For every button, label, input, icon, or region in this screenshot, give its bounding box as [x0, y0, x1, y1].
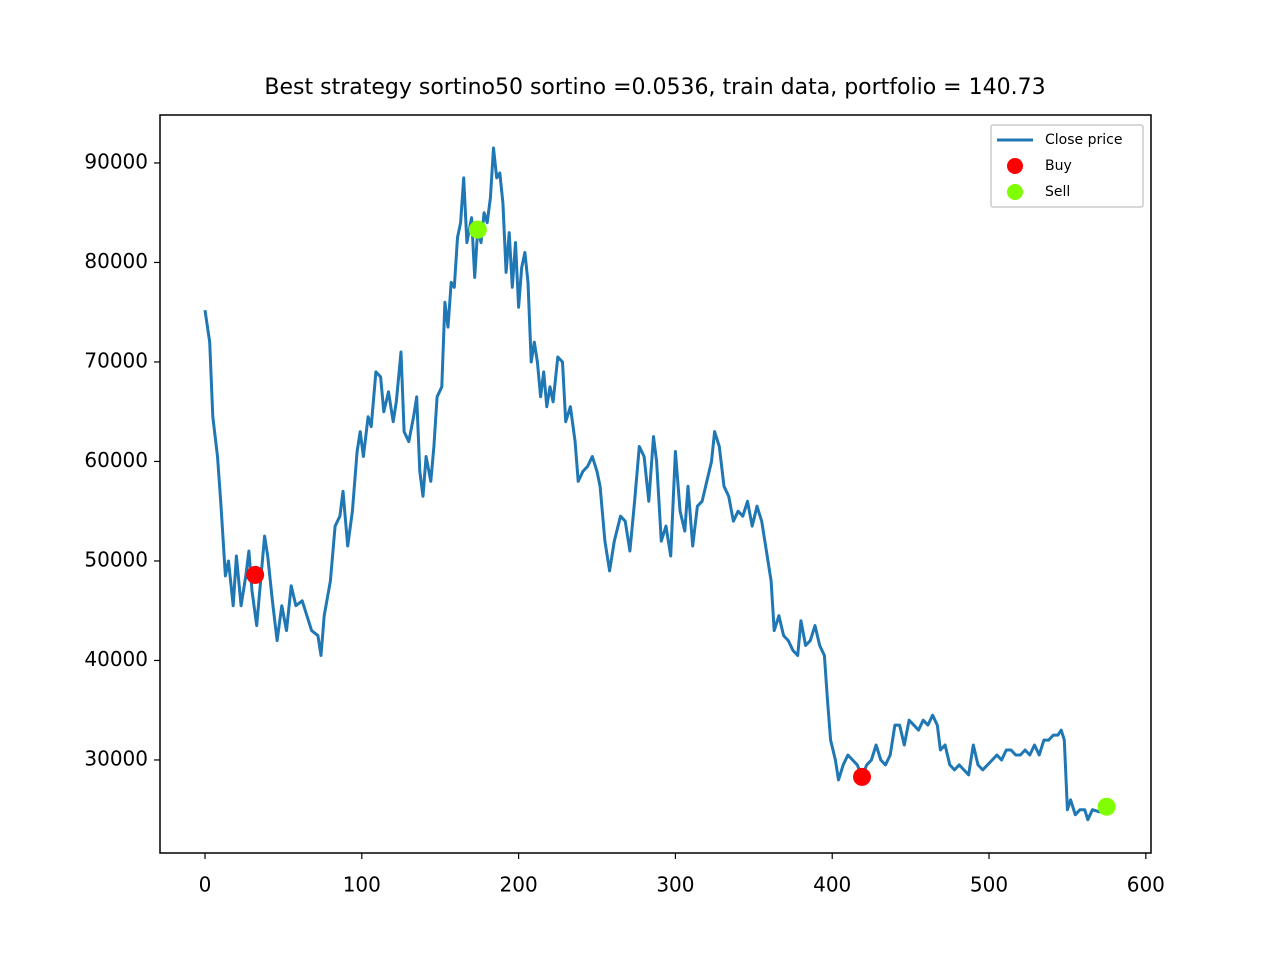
price-line: [203, 146, 1104, 822]
marker: [468, 220, 487, 239]
legend-handle: [1007, 184, 1023, 200]
legend-box: [990, 124, 1144, 208]
marker: [1097, 797, 1116, 816]
y-tick-label: 30000: [84, 746, 148, 770]
x-tick-label: 100: [343, 873, 381, 897]
x-tick-label: 200: [500, 873, 538, 897]
y-tick-label: 50000: [84, 547, 148, 571]
x-tick-label: 0: [199, 873, 212, 897]
x-tick-label: 500: [970, 873, 1008, 897]
legend-handle: [1007, 158, 1023, 174]
x-tick-label: 400: [813, 873, 851, 897]
marker: [246, 565, 265, 584]
x-tick-label: 600: [1127, 873, 1165, 897]
y-tick-label: 90000: [84, 149, 148, 173]
y-tick-label: 60000: [84, 448, 148, 472]
chart-title: Best strategy sortino50 sortino =0.0536,…: [264, 75, 1045, 100]
y-tick-label: 70000: [84, 348, 148, 372]
marker: [853, 767, 872, 786]
plot-frame: [159, 114, 1152, 854]
y-tick-label: 40000: [84, 647, 148, 671]
legend-label: Buy: [1045, 158, 1072, 174]
x-tick-label: 300: [656, 873, 694, 897]
legend-label: Close price: [1045, 132, 1122, 148]
legend-label: Sell: [1045, 184, 1070, 200]
y-tick-label: 80000: [84, 249, 148, 273]
